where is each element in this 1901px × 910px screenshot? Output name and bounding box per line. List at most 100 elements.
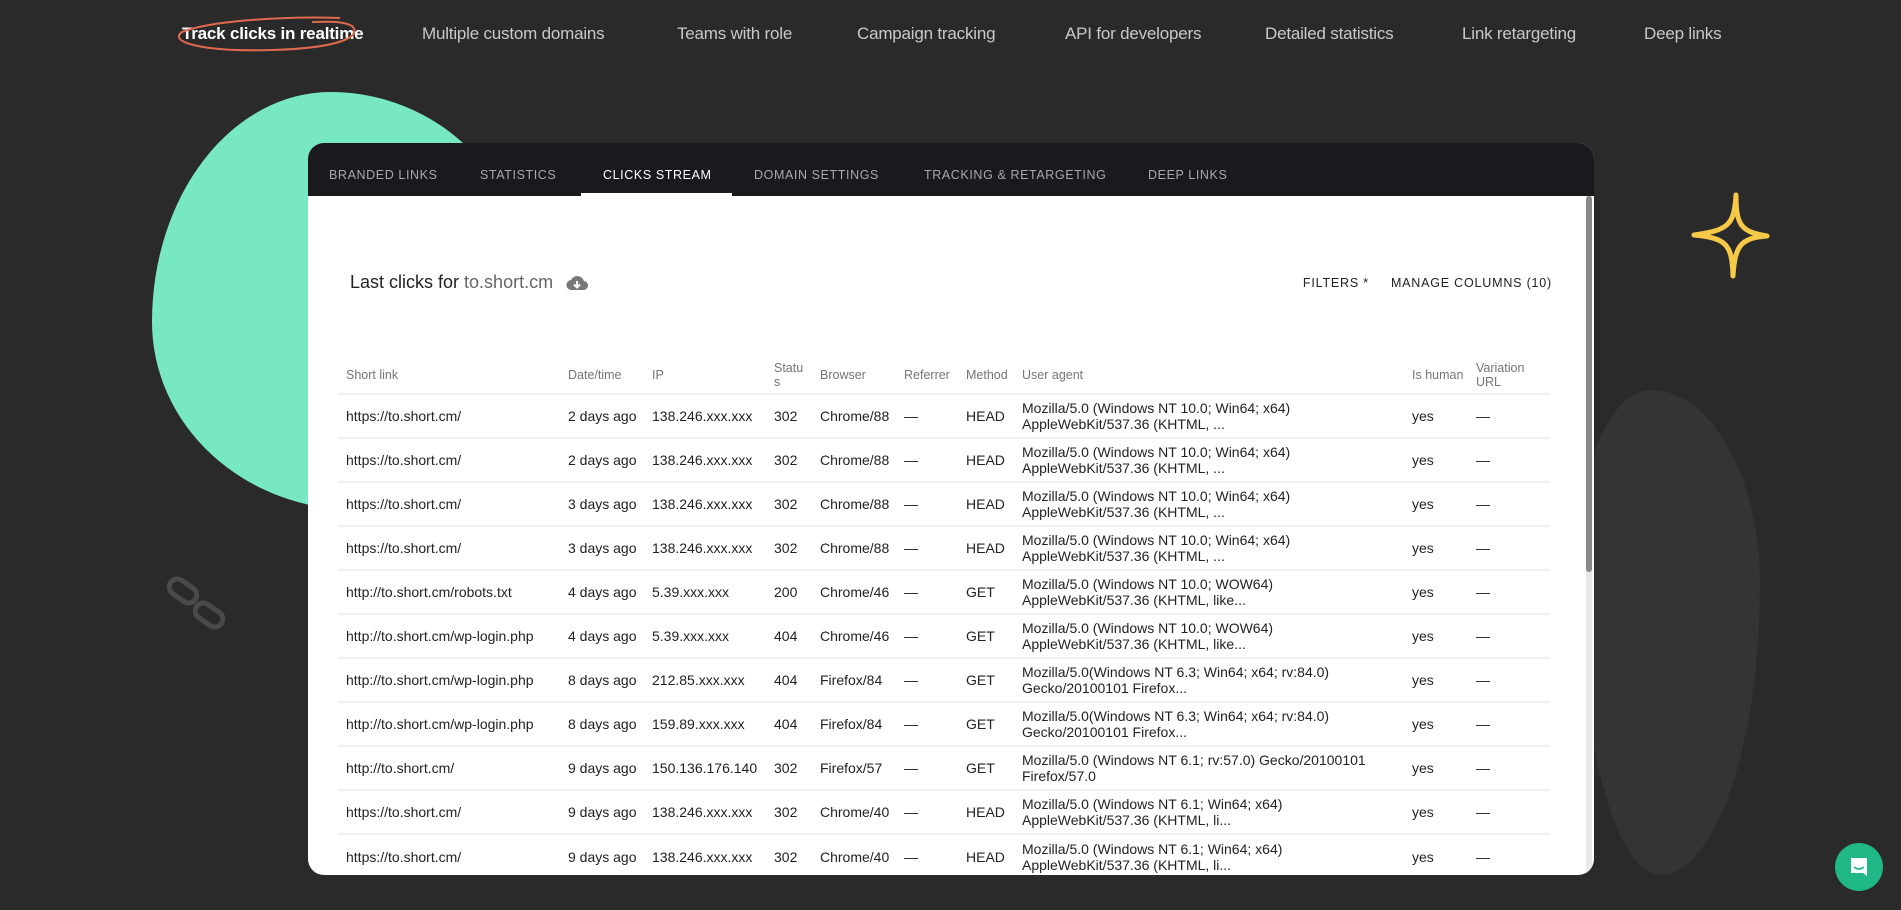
tab-branded-links[interactable]: BRANDED LINKS [329,168,438,182]
cell-referrer: — [896,569,958,614]
column-header-variation-url[interactable]: Variation URL [1476,360,1525,389]
column-header-user-agent[interactable]: User agent [1022,367,1084,382]
cell-is-human: yes [1404,789,1468,834]
cell-user-agent: Mozilla/5.0 (Windows NT 10.0; Win64; x64… [1014,481,1404,526]
manage-columns-button[interactable]: MANAGE COLUMNS (10) [1390,276,1552,290]
cell-user-agent: Mozilla/5.0(Windows NT 6.3; Win64; x64; … [1014,657,1404,702]
scrollbar-thumb[interactable] [1586,196,1592,572]
table-row[interactable]: http://to.short.cm/wp-login.php 4 days ag… [338,613,1550,658]
cell-variation-url: — [1468,393,1550,438]
sparkle-star-icon [1691,192,1770,279]
cell-date-time: 9 days ago [560,833,644,875]
cell-browser: Chrome/40 [812,833,896,875]
nav-statistics[interactable]: Detailed statistics [1265,24,1394,43]
table-actions: FILTERS * MANAGE COLUMNS (10) [1303,276,1552,290]
chat-icon [1851,858,1867,876]
cell-date-time: 2 days ago [560,437,644,482]
cell-ip: 212.85.xxx.xxx [644,657,766,702]
cell-short-link: http://to.short.cm/wp-login.php [338,657,560,702]
cell-browser: Chrome/40 [812,789,896,834]
cell-short-link: http://to.short.cm/wp-login.php [338,613,560,658]
title-prefix: Last clicks for [350,272,460,292]
cell-user-agent: Mozilla/5.0 (Windows NT 6.1; Win64; x64)… [1014,833,1404,875]
cell-is-human: yes [1404,745,1468,790]
cell-browser: Firefox/84 [812,657,896,702]
table-row[interactable]: https://to.short.cm/2 days ago 138.246.xx… [338,437,1550,482]
cell-date-time: 3 days ago [560,525,644,570]
cell-ip: 150.136.176.140 [644,745,766,790]
cell-is-human: yes [1404,569,1468,614]
cell-short-link: https://to.short.cm/ [338,437,560,482]
cell-referrer: — [896,657,958,702]
cell-short-link: http://to.short.cm/robots.txt [338,569,560,614]
chat-button[interactable] [1835,843,1883,891]
nav-deep-links[interactable]: Deep links [1644,24,1722,43]
column-header-date-time[interactable]: Date/time [568,367,622,382]
column-header-status[interactable]: Status [774,360,804,389]
cell-variation-url: — [1468,569,1550,614]
nav-campaign-tracking[interactable]: Campaign tracking [857,24,996,43]
table-row[interactable]: http://to.short.cm/wp-login.php 8 days ag… [338,701,1550,746]
vertical-scrollbar[interactable] [1586,196,1592,875]
cell-date-time: 2 days ago [560,393,644,438]
cell-user-agent: Mozilla/5.0 (Windows NT 6.1; rv:57.0) Ge… [1014,745,1404,790]
cell-referrer: — [896,393,958,438]
column-header-ip[interactable]: IP [652,367,664,382]
column-header-method[interactable]: Method [966,367,1008,382]
column-header-browser[interactable]: Browser [820,367,866,382]
column-header-short-link[interactable]: Short link [346,367,399,382]
cell-date-time: 4 days ago [560,569,644,614]
table-row[interactable]: http://to.short.cm/wp-login.php 8 days ag… [338,657,1550,702]
cell-browser: Chrome/88 [812,481,896,526]
cell-status: 404 [766,701,812,746]
table-row[interactable]: https://to.short.cm/9 days ago 138.246.xx… [338,833,1550,875]
cell-date-time: 9 days ago [560,745,644,790]
cell-referrer: — [896,437,958,482]
tab-domain-settings[interactable]: DOMAIN SETTINGS [754,168,879,182]
table-row[interactable]: https://to.short.cm/9 days ago 138.246.xx… [338,789,1550,834]
nav-teams[interactable]: Teams with role [677,24,793,43]
cell-ip: 138.246.xxx.xxx [644,789,766,834]
table-row[interactable]: https://to.short.cm/3 days ago 138.246.xx… [338,525,1550,570]
cell-status: 200 [766,569,812,614]
tab-bar: BRANDED LINKS STATISTICS CLICKS STREAM D… [308,143,1594,196]
nav-custom-domains[interactable]: Multiple custom domains [422,24,605,43]
cell-referrer: — [896,525,958,570]
cell-status: 302 [766,437,812,482]
cell-variation-url: — [1468,481,1550,526]
cell-status: 302 [766,525,812,570]
cell-short-link: https://to.short.cm/ [338,833,560,875]
tab-deep-links[interactable]: DEEP LINKS [1148,168,1228,182]
cell-date-time: 8 days ago [560,657,644,702]
column-header-is-human[interactable]: Is human [1412,367,1464,382]
tab-clicks-stream[interactable]: CLICKS STREAM [603,168,712,182]
table-row[interactable]: http://to.short.cm/robots.txt 4 days ago 5… [338,569,1550,614]
cell-is-human: yes [1404,437,1468,482]
table-row[interactable]: http://to.short.cm/9 days ago 150.136.176… [338,745,1550,790]
table-row[interactable]: https://to.short.cm/2 days ago 138.246.xx… [338,393,1550,438]
cell-status: 404 [766,657,812,702]
filters-button[interactable]: FILTERS * [1302,276,1369,290]
cell-user-agent: Mozilla/5.0 (Windows NT 10.0; WOW64) App… [1014,569,1404,614]
nav-retargeting[interactable]: Link retargeting [1462,24,1576,43]
cell-ip: 5.39.xxx.xxx [644,613,766,658]
tab-statistics[interactable]: STATISTICS [480,168,557,182]
tab-tracking-retargeting[interactable]: TRACKING & RETARGETING [924,168,1107,182]
cloud-download-icon[interactable] [566,275,589,291]
nav-api[interactable]: API for developers [1065,24,1202,43]
title-domain: to.short.cm [464,272,554,292]
cell-ip: 5.39.xxx.xxx [644,569,766,614]
cell-method: GET [958,701,1014,746]
cell-browser: Chrome/46 [812,569,896,614]
cell-method: HEAD [958,437,1014,482]
cell-is-human: yes [1404,613,1468,658]
cell-referrer: — [896,745,958,790]
column-header-referrer[interactable]: Referrer [904,367,950,382]
cell-short-link: https://to.short.cm/ [338,481,560,526]
table-row[interactable]: https://to.short.cm/3 days ago 138.246.xx… [338,481,1550,526]
cell-date-time: 9 days ago [560,789,644,834]
nav-track-clicks[interactable]: Track clicks in realtime [182,24,364,43]
cell-user-agent: Mozilla/5.0 (Windows NT 10.0; Win64; x64… [1014,437,1404,482]
cell-status: 404 [766,613,812,658]
chain-link-icon [166,576,226,630]
